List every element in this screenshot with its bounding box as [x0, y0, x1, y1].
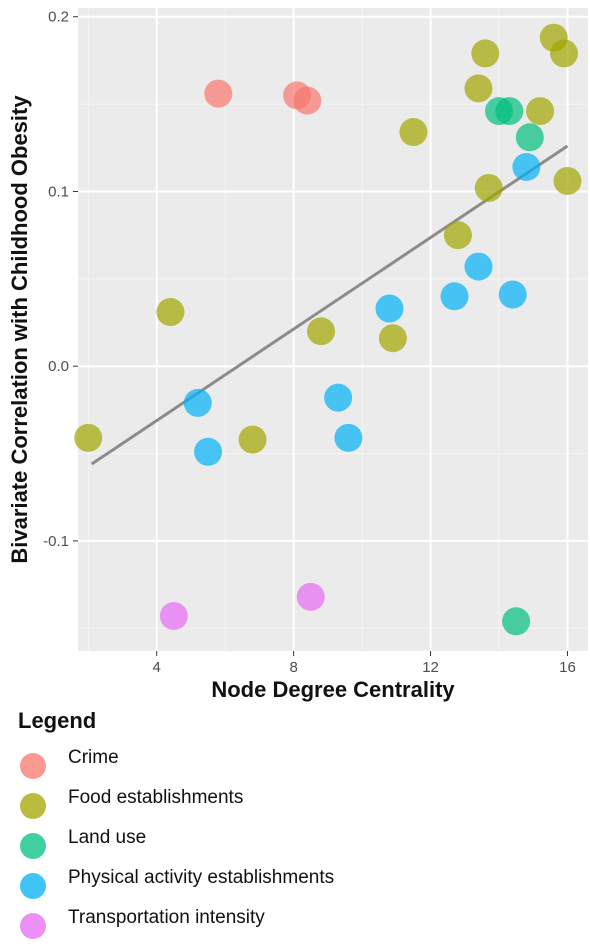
legend-swatch	[20, 873, 46, 899]
point-food-establishments	[471, 39, 500, 68]
point-physical-activity-establishments	[498, 280, 527, 309]
x-axis-ticks: 4 8 12 16	[153, 651, 576, 676]
x-axis-title: Node Degree Centrality	[211, 677, 455, 702]
legend-label: Food establishments	[68, 787, 244, 808]
point-physical-activity-establishments	[324, 383, 353, 412]
y-tick-label: 0.0	[48, 358, 69, 375]
legend-items: Crime Food establishments Land use Physical…	[18, 746, 578, 946]
point-food-establishments	[443, 221, 472, 250]
point-transportation-intensity	[296, 582, 325, 611]
legend-item-physical-activity-establishments: Physical activity establishments	[18, 866, 578, 906]
point-food-establishments	[74, 423, 103, 452]
point-crime	[293, 86, 322, 115]
data-points	[74, 23, 582, 636]
point-food-establishments	[399, 118, 428, 147]
y-tick-label: 0.1	[48, 183, 69, 200]
point-food-establishments	[156, 298, 185, 327]
point-food-establishments	[550, 39, 579, 68]
legend-swatch	[20, 913, 46, 939]
point-land-use	[515, 123, 544, 152]
x-tick-label: 16	[559, 659, 576, 676]
legend-item-crime: Crime	[18, 746, 578, 786]
point-transportation-intensity	[159, 602, 188, 631]
point-physical-activity-establishments	[183, 388, 212, 417]
legend-item-food-establishments: Food establishments	[18, 786, 578, 826]
y-tick-label: -0.1	[43, 533, 69, 550]
point-physical-activity-establishments	[440, 282, 469, 311]
x-tick-label: 8	[289, 659, 297, 676]
legend: Legend Crime Food establishments Land use P…	[18, 708, 578, 946]
point-physical-activity-establishments	[375, 294, 404, 323]
point-physical-activity-establishments	[464, 252, 493, 281]
point-food-establishments	[464, 74, 493, 103]
point-physical-activity-establishments	[512, 153, 541, 182]
point-food-establishments	[378, 324, 407, 353]
y-axis-title: Bivariate Correlation with Childhood Obe…	[7, 95, 32, 564]
point-food-establishments	[474, 173, 503, 202]
legend-title: Legend	[18, 708, 97, 733]
legend-item-land-use: Land use	[18, 826, 578, 866]
legend-label: Land use	[68, 827, 147, 848]
y-tick-label: 0.2	[48, 9, 69, 26]
point-food-establishments	[238, 425, 267, 454]
x-tick-label: 4	[153, 659, 161, 676]
point-food-establishments	[307, 317, 336, 346]
x-tick-label: 12	[422, 659, 439, 676]
point-food-establishments	[553, 166, 582, 195]
legend-swatch	[20, 833, 46, 859]
y-axis-ticks: -0.1 0.0 0.1 0.2	[43, 9, 78, 550]
legend-label: Transportation intensity	[68, 907, 265, 928]
point-land-use	[495, 97, 524, 126]
legend-swatch	[20, 793, 46, 819]
point-physical-activity-establishments	[194, 437, 223, 466]
point-physical-activity-establishments	[334, 423, 363, 452]
point-land-use	[502, 607, 531, 636]
legend-swatch	[20, 753, 46, 779]
point-crime	[204, 79, 233, 108]
legend-label: Crime	[68, 747, 119, 768]
scatter-chart: 4 8 12 16 -0.1 0.0 0.1 0.2 Node Degree Central…	[7, 8, 588, 702]
legend-label: Physical activity establishments	[68, 867, 335, 888]
legend-item-transportation-intensity: Transportation intensity	[18, 906, 578, 946]
point-food-establishments	[526, 97, 555, 126]
